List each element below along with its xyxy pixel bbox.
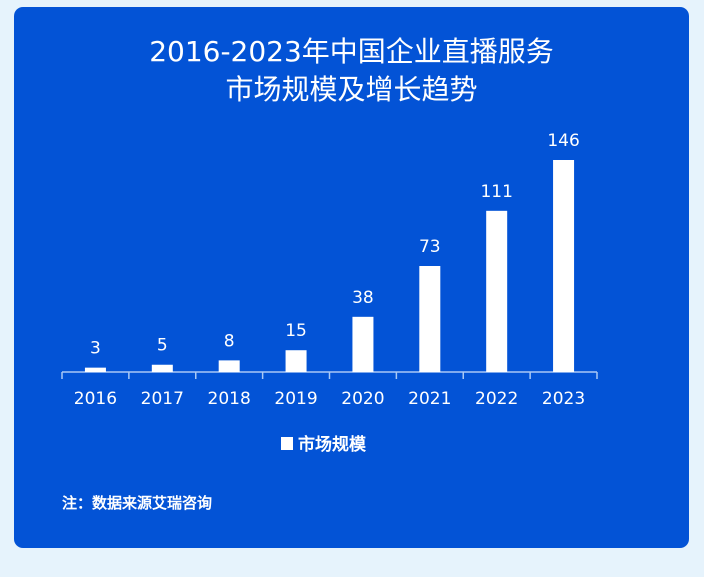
data-label: 111 xyxy=(480,182,512,202)
bar xyxy=(553,160,575,372)
bar xyxy=(84,367,106,372)
x-tick-label: 2017 xyxy=(141,389,184,409)
legend-label: 市场规模 xyxy=(298,434,367,455)
x-tick-label: 2016 xyxy=(74,389,117,409)
data-label: 3 xyxy=(90,339,101,359)
x-tick-label: 2018 xyxy=(208,389,251,409)
bar xyxy=(486,210,508,372)
data-label: 146 xyxy=(547,131,579,151)
bar xyxy=(285,350,307,372)
bar xyxy=(218,360,240,372)
data-label: 73 xyxy=(419,237,441,257)
bar xyxy=(151,364,173,372)
chart-card: 2016-2023年中国企业直播服务 市场规模及增长趋势 xyxy=(14,7,689,548)
x-tick-label: 2019 xyxy=(274,389,317,409)
source-note: 注：数据来源艾瑞咨询 xyxy=(62,494,213,512)
bar xyxy=(352,316,374,372)
x-tick-label: 2022 xyxy=(475,389,518,409)
chart-title-line1: 2016-2023年中国企业直播服务 xyxy=(149,35,554,68)
chart-title-line2: 市场规模及增长趋势 xyxy=(225,73,478,106)
data-label: 8 xyxy=(224,331,235,351)
x-tick-label: 2020 xyxy=(341,389,384,409)
bar xyxy=(419,266,441,372)
data-label: 38 xyxy=(352,288,374,308)
x-tick-label: 2023 xyxy=(542,389,585,409)
data-label: 15 xyxy=(285,321,307,341)
data-label: 5 xyxy=(157,336,168,356)
chart-title: 2016-2023年中国企业直播服务 市场规模及增长趋势 xyxy=(14,33,689,109)
x-tick-label: 2021 xyxy=(408,389,451,409)
legend-swatch xyxy=(281,437,293,450)
